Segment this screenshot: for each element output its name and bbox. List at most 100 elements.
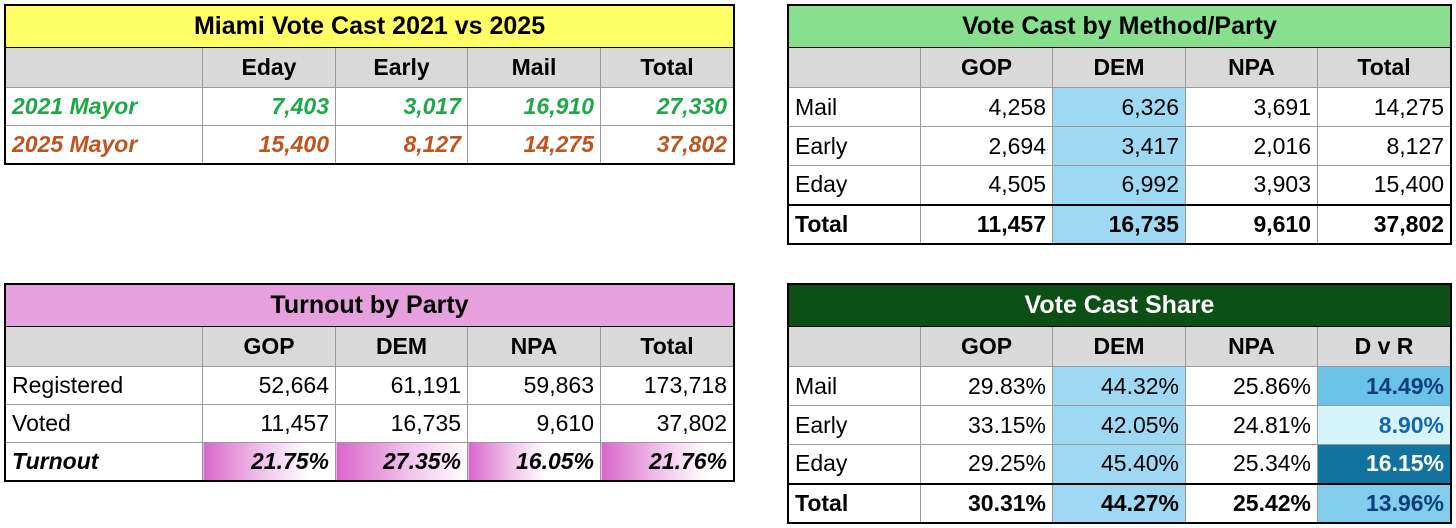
header-cell: GOP — [920, 47, 1053, 88]
table-row: Eday 4,505 6,992 3,903 15,400 — [788, 165, 1452, 205]
row-label: 2025 Mayor — [5, 125, 203, 164]
cell: 14,275 — [467, 125, 601, 164]
cell: 9,610 — [1185, 203, 1318, 244]
header-cell: NPA — [1185, 326, 1318, 367]
cell: 7,403 — [202, 87, 336, 126]
cell: 37,802 — [599, 125, 735, 164]
row-label: Mail — [788, 366, 921, 406]
row-label: Voted — [5, 404, 203, 443]
cell-dem: 44.32% — [1052, 366, 1186, 406]
dvr-cell: 14.49% — [1317, 366, 1451, 406]
cell: 25.34% — [1185, 444, 1318, 484]
cell: 15,400 — [202, 125, 336, 164]
header-cell: Total — [600, 326, 734, 367]
cell: 29.25% — [920, 444, 1053, 484]
dvr-cell: 8.90% — [1317, 405, 1451, 445]
cell: 2,016 — [1185, 126, 1318, 166]
turnout-by-party-table: Turnout by Party GOP DEM NPA Total Regis… — [4, 283, 735, 482]
cell: 30.31% — [920, 482, 1053, 523]
dvr-cell: 13.96% — [1317, 482, 1451, 523]
row-label: Eday — [788, 165, 921, 205]
cell-dem: 3,417 — [1052, 126, 1186, 166]
cell: 4,258 — [920, 87, 1053, 127]
header-cell-blank — [788, 326, 921, 367]
cell: 27,330 — [599, 87, 735, 126]
row-label: Total — [788, 203, 921, 244]
header-cell: GOP — [202, 326, 336, 367]
header-cell: Early — [335, 47, 468, 88]
cell: 24.81% — [1185, 405, 1318, 445]
table-row: 2021 Mayor 7,403 3,017 16,910 27,330 — [5, 87, 735, 126]
table-row: Eday 29.25% 45.40% 25.34% 16.15% — [788, 444, 1451, 484]
header-cell: DEM — [335, 326, 468, 367]
dvr-cell: 16.15% — [1317, 444, 1451, 484]
cell: 8,127 — [335, 125, 468, 164]
cell-dem: 6,326 — [1052, 87, 1186, 127]
row-label: Mail — [788, 87, 921, 127]
cell: 16,910 — [467, 87, 601, 126]
row-label: Registered — [5, 366, 203, 405]
total-row: Total 11,457 16,735 9,610 37,802 — [788, 203, 1452, 244]
row-label: Total — [788, 482, 921, 523]
table-row: Mail 4,258 6,326 3,691 14,275 — [788, 87, 1452, 127]
cell-dem: 44.27% — [1052, 482, 1186, 523]
table-row: Registered 52,664 61,191 59,863 173,718 — [5, 366, 734, 405]
cell: 59,863 — [467, 366, 601, 405]
table-title: Miami Vote Cast 2021 vs 2025 — [4, 5, 735, 48]
cell: 29.83% — [920, 366, 1053, 406]
cell: 4,505 — [920, 165, 1053, 205]
turnout-bar-cell: 21.76% — [600, 442, 734, 481]
row-label: 2021 Mayor — [5, 87, 203, 126]
cell: 3,691 — [1185, 87, 1318, 127]
cell-dem: 42.05% — [1052, 405, 1186, 445]
table-title: Vote Cast by Method/Party — [787, 5, 1452, 48]
table-row: 2025 Mayor 15,400 8,127 14,275 37,802 — [5, 125, 735, 164]
cell: 14,275 — [1316, 87, 1452, 127]
header-cell-blank — [5, 47, 203, 88]
turnout-bar-cell: 27.35% — [335, 442, 468, 481]
header-cell: Total — [599, 47, 735, 88]
table-title: Turnout by Party — [5, 284, 734, 327]
header-cell-blank — [788, 47, 921, 88]
header-cell: GOP — [920, 326, 1053, 367]
cell: 9,610 — [467, 404, 601, 443]
header-cell-blank — [5, 326, 203, 367]
header-cell: DEM — [1052, 326, 1186, 367]
turnout-bar-cell: 21.75% — [202, 442, 336, 481]
row-label: Early — [788, 126, 921, 166]
header-cell: NPA — [1185, 47, 1318, 88]
cell: 3,903 — [1185, 165, 1318, 205]
cell: 11,457 — [202, 404, 336, 443]
cell: 3,017 — [335, 87, 468, 126]
turnout-bar-cell: 16.05% — [467, 442, 601, 481]
cell: 15,400 — [1316, 165, 1452, 205]
cell-dem: 16,735 — [1052, 203, 1186, 244]
cell: 2,694 — [920, 126, 1053, 166]
table-title: Vote Cast Share — [788, 284, 1451, 327]
header-cell: Total — [1316, 47, 1452, 88]
row-label: Turnout — [5, 442, 203, 481]
header-cell: DEM — [1052, 47, 1186, 88]
cell-dem: 45.40% — [1052, 444, 1186, 484]
header-cell: Mail — [467, 47, 601, 88]
table-row: Early 33.15% 42.05% 24.81% 8.90% — [788, 405, 1451, 445]
cell: 37,802 — [1316, 203, 1452, 244]
header-cell: NPA — [467, 326, 601, 367]
cell: 173,718 — [600, 366, 734, 405]
row-label: Eday — [788, 444, 921, 484]
cell: 11,457 — [920, 203, 1053, 244]
cell: 37,802 — [600, 404, 734, 443]
header-cell: D v R — [1317, 326, 1451, 367]
total-row: Total 30.31% 44.27% 25.42% 13.96% — [788, 482, 1451, 523]
vote-cast-2021-vs-2025-table: Miami Vote Cast 2021 vs 2025 Eday Early … — [3, 4, 736, 165]
cell: 25.86% — [1185, 366, 1318, 406]
cell: 25.42% — [1185, 482, 1318, 523]
turnout-row: Turnout 21.75% 27.35% 16.05% 21.76% — [5, 442, 734, 481]
row-label: Early — [788, 405, 921, 445]
table-row: Voted 11,457 16,735 9,610 37,802 — [5, 404, 734, 443]
cell-dem: 6,992 — [1052, 165, 1186, 205]
cell: 52,664 — [202, 366, 336, 405]
cell: 61,191 — [335, 366, 468, 405]
header-cell: Eday — [202, 47, 336, 88]
table-row: Early 2,694 3,417 2,016 8,127 — [788, 126, 1452, 166]
